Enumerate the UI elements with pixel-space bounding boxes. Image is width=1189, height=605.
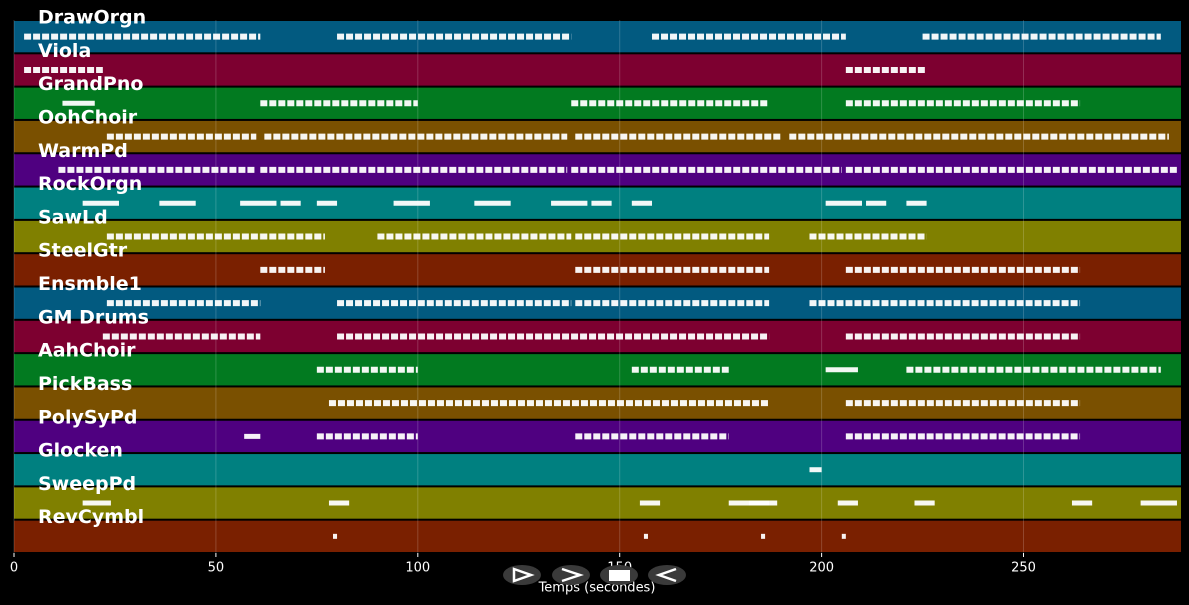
reverse-button[interactable] [648, 565, 686, 585]
stop-button[interactable] [600, 565, 638, 585]
track-label: PickBass [38, 373, 132, 395]
labels: DrawOrgn Viola GrandPno OohChoir WarmPd RockO… [38, 7, 149, 529]
track-lane [14, 354, 1181, 386]
track-lane [14, 454, 1181, 486]
track-label: RockOrgn [38, 173, 142, 195]
track-label: SteelGtr [38, 240, 128, 262]
x-tick-label: 250 [1011, 561, 1036, 576]
track-label: SweepPd [38, 473, 136, 495]
track-label: WarmPd [38, 140, 128, 162]
track-label: AahChoir [38, 340, 136, 362]
track-label: DrawOrgn [38, 7, 146, 29]
forward-button[interactable] [552, 565, 590, 585]
x-tick-label: 100 [405, 561, 430, 576]
x-tick-label: 0 [10, 561, 18, 576]
track-lane [14, 87, 1181, 119]
track-lane [14, 54, 1181, 86]
track-label: SawLd [38, 206, 108, 228]
x-axis-label: Temps (secondes) [538, 581, 656, 596]
track-label: Glocken [38, 440, 123, 462]
notes [24, 33, 1177, 539]
play-button[interactable] [503, 565, 541, 585]
track-label: GrandPno [38, 73, 143, 95]
track-lane [14, 487, 1181, 519]
playback-controls [503, 565, 686, 585]
track-label: OohChoir [38, 106, 138, 128]
lanes [14, 21, 1181, 552]
track-label: Ensmble1 [38, 273, 142, 295]
track-lane [14, 520, 1181, 552]
track-label: GM Drums [38, 306, 149, 328]
x-tick-label: 200 [809, 561, 834, 576]
x-tick-label: 50 [208, 561, 225, 576]
track-label: Viola [38, 40, 91, 62]
track-label: RevCymbl [38, 506, 144, 528]
grid [13, 20, 1025, 553]
track-lane [14, 387, 1181, 419]
track-label: PolySyPd [38, 406, 137, 428]
